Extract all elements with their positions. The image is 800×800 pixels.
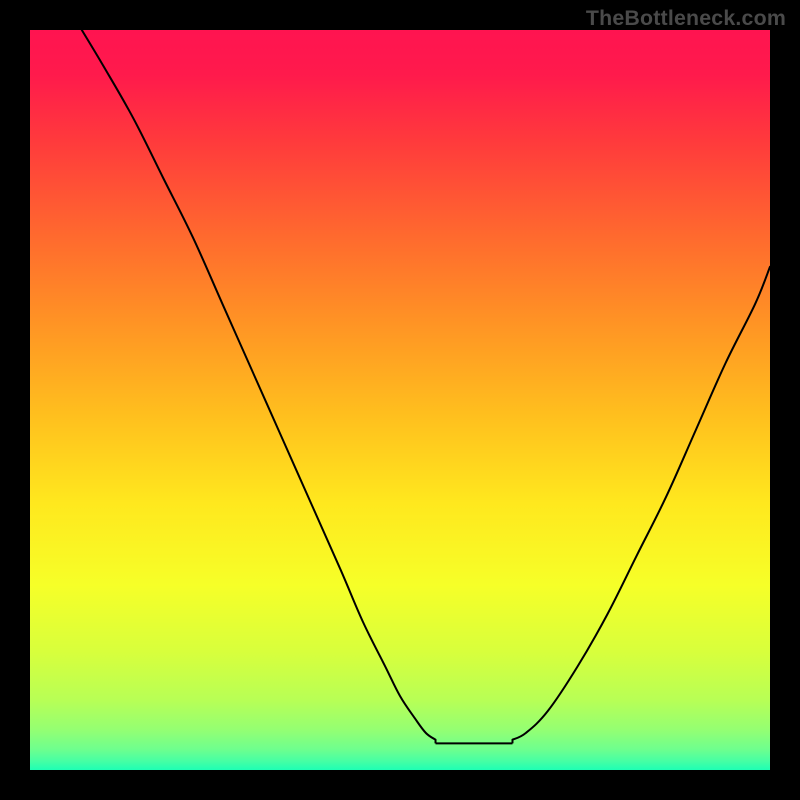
- outer-frame: TheBottleneck.com: [0, 0, 800, 800]
- gradient-background: [30, 30, 770, 770]
- watermark-text: TheBottleneck.com: [586, 6, 786, 31]
- bottleneck-chart-svg: [30, 30, 770, 770]
- chart-area: [30, 30, 770, 770]
